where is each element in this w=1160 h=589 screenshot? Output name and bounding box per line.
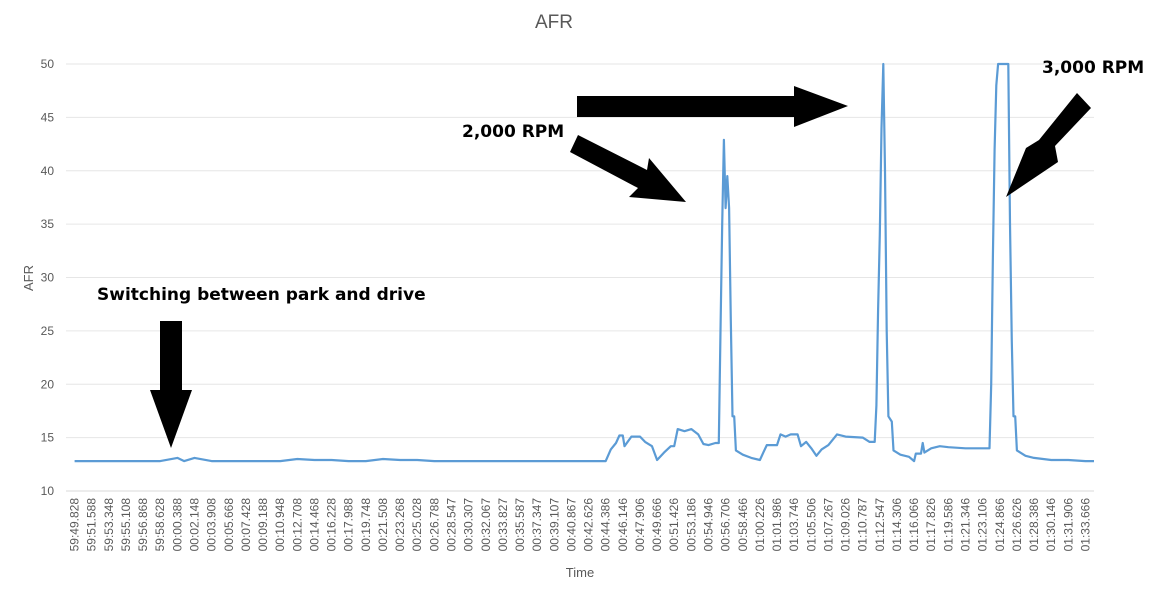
- gridlines: [66, 63, 1094, 492]
- x-tick-label: 01:03.746: [787, 498, 801, 552]
- x-tick-label: 01:00.226: [753, 498, 767, 552]
- x-tick-label: 00:35.587: [513, 498, 527, 552]
- x-tick-label: 01:21.346: [959, 498, 973, 552]
- x-tick-label: 00:28.547: [445, 498, 459, 552]
- x-tick-label: 00:14.468: [307, 498, 321, 552]
- x-axis-title: Time: [566, 565, 594, 580]
- x-tick-label: 00:44.386: [599, 498, 613, 552]
- x-tick-label: 01:16.066: [907, 498, 921, 552]
- x-tick-label: 00:12.708: [290, 498, 304, 552]
- x-tick-label: 01:01.986: [770, 498, 784, 552]
- annotation-3000-rpm: 3,000 RPM: [1042, 58, 1144, 78]
- x-tick-label: 01:23.106: [976, 498, 990, 552]
- x-tick-label: 00:09.188: [256, 498, 270, 552]
- x-tick-label: 00:39.107: [547, 498, 561, 552]
- x-tick-label: 01:31.906: [1061, 498, 1075, 552]
- x-tick-label: 01:07.267: [821, 498, 835, 552]
- x-tick-label: 01:14.306: [890, 498, 904, 552]
- x-tick-label: 01:30.146: [1044, 498, 1058, 552]
- x-tick-label: 59:51.588: [85, 498, 99, 552]
- y-tick-label: 20: [41, 377, 55, 391]
- arrow-park-drive: [150, 321, 192, 448]
- y-tick-label: 10: [41, 484, 55, 498]
- annotation-2000-rpm: 2,000 RPM: [462, 122, 564, 142]
- x-tick-label: 01:33.666: [1078, 498, 1092, 552]
- x-tick-labels: 59:49.828 59:51.588 59:53.348 59:55.108 59:5…: [68, 498, 1093, 552]
- y-axis-title: AFR: [21, 265, 36, 291]
- x-tick-label: 00:49.666: [650, 498, 664, 552]
- y-tick-label: 30: [41, 271, 55, 285]
- x-tick-label: 00:02.148: [188, 498, 202, 552]
- x-tick-label: 00:46.146: [616, 498, 630, 552]
- x-tick-label: 01:19.586: [941, 498, 955, 552]
- x-tick-label: 00:51.426: [667, 498, 681, 552]
- x-tick-label: 00:25.028: [410, 498, 424, 552]
- x-tick-label: 00:05.668: [222, 498, 236, 552]
- x-tick-label: 00:03.908: [205, 498, 219, 552]
- y-tick-label: 35: [41, 217, 55, 231]
- x-tick-label: 59:55.108: [119, 498, 133, 552]
- arrow-2000-rpm: [570, 135, 686, 202]
- x-tick-label: 00:30.307: [462, 498, 476, 552]
- x-tick-label: 00:17.988: [342, 498, 356, 552]
- x-tick-label: 00:56.706: [719, 498, 733, 552]
- y-tick-labels: 10 15 20 25 30 35 40 45 50: [41, 57, 55, 498]
- x-tick-label: 01:26.626: [1010, 498, 1024, 552]
- x-tick-label: 59:58.628: [153, 498, 167, 552]
- x-tick-label: 01:28.386: [1027, 498, 1041, 552]
- x-tick-label: 01:17.826: [924, 498, 938, 552]
- x-tick-label: 59:53.348: [102, 498, 116, 552]
- x-tick-label: 01:05.506: [804, 498, 818, 552]
- x-tick-label: 00:42.626: [582, 498, 596, 552]
- arrow-horizontal: [577, 86, 848, 127]
- x-tick-label: 00:21.508: [376, 498, 390, 552]
- x-tick-label: 00:58.466: [736, 498, 750, 552]
- x-tick-label: 00:32.067: [479, 498, 493, 552]
- x-tick-label: 00:40.867: [564, 498, 578, 552]
- x-tick-label: 00:10.948: [273, 498, 287, 552]
- x-tick-label: 00:26.788: [427, 498, 441, 552]
- y-tick-label: 50: [41, 57, 55, 71]
- x-tick-label: 00:37.347: [530, 498, 544, 552]
- x-tick-label: 00:54.946: [702, 498, 716, 552]
- x-tick-label: 00:47.906: [633, 498, 647, 552]
- afr-series-line: [74, 62, 1094, 463]
- x-tick-label: 59:56.868: [136, 498, 150, 552]
- x-tick-label: 00:19.748: [359, 498, 373, 552]
- x-tick-label: 00:16.228: [325, 498, 339, 552]
- x-tick-label: 01:10.787: [856, 498, 870, 552]
- x-tick-label: 00:07.428: [239, 498, 253, 552]
- annotation-park-drive: Switching between park and drive: [97, 285, 426, 305]
- chart-title: AFR: [535, 12, 573, 33]
- x-tick-label: 01:09.026: [839, 498, 853, 552]
- x-tick-label: 01:24.866: [993, 498, 1007, 552]
- y-tick-label: 15: [41, 431, 55, 445]
- x-tick-label: 59:49.828: [68, 498, 82, 552]
- arrow-3000-rpm: [1006, 93, 1091, 197]
- x-tick-label: 01:12.547: [873, 498, 887, 552]
- x-tick-label: 00:33.827: [496, 498, 510, 552]
- x-tick-label: 00:00.388: [170, 498, 184, 552]
- y-tick-label: 45: [41, 110, 55, 124]
- x-tick-label: 00:23.268: [393, 498, 407, 552]
- x-tick-label: 00:53.186: [684, 498, 698, 552]
- y-tick-label: 25: [41, 324, 55, 338]
- y-tick-label: 40: [41, 164, 55, 178]
